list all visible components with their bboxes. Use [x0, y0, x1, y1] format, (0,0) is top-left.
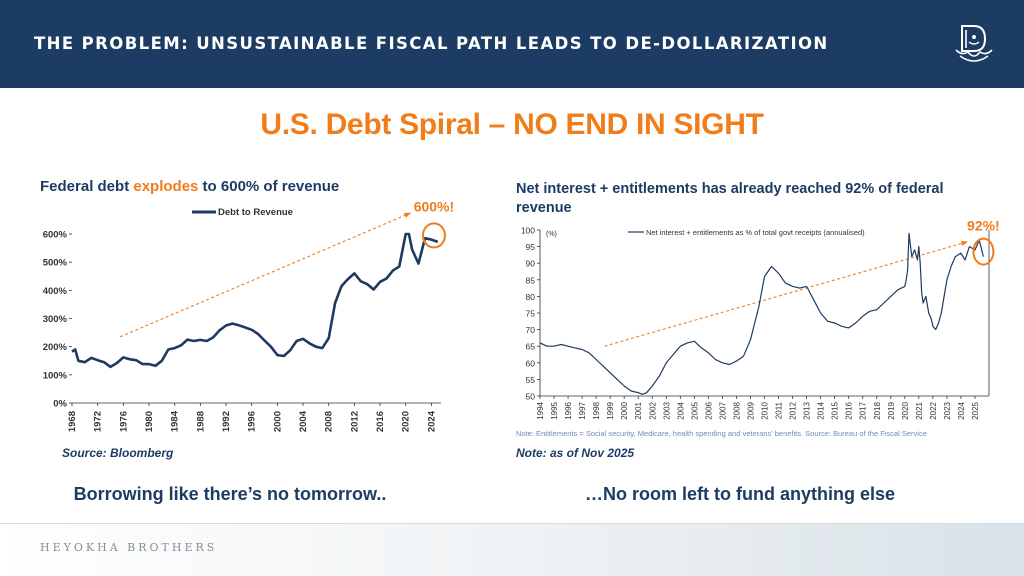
header-bar: THE PROBLEM: UNSUSTAINABLE FISCAL PATH L…: [0, 0, 1024, 88]
y-tick-label: 55: [526, 375, 536, 385]
left-chart-title: Federal debt explodes to 600% of revenue: [40, 178, 339, 195]
y-unit-label: (%): [546, 231, 557, 238]
x-tick-label: 2019: [887, 401, 896, 419]
x-tick-label: 2014: [817, 401, 826, 419]
x-tick-label: 2005: [690, 401, 699, 419]
x-tick-label: 2016: [845, 401, 854, 419]
peak-annotation: 600%!: [414, 198, 454, 214]
left-title-prefix: Federal debt: [40, 178, 134, 195]
x-tick-label: 2008: [324, 411, 335, 432]
x-tick-label: 2003: [662, 401, 671, 419]
interest-entitlements-chart: 50 55 60 65 70 75 80 85 90 95 100 1994 1995 1996 1997 1…: [521, 218, 1000, 420]
y-tick-label: 85: [526, 275, 536, 285]
x-tick-label: 2022: [929, 401, 938, 419]
x-tick-label: 2025: [971, 401, 980, 419]
x-tick-label: 1968: [67, 411, 78, 432]
legend-label: Net interest + entitlements as % of tota…: [646, 228, 865, 237]
y-tick-label: 0%: [53, 399, 67, 410]
y-tick-label: 500%: [43, 258, 68, 269]
x-tick-label: 2015: [831, 401, 840, 419]
x-tick-label: 2004: [676, 401, 685, 419]
y-tick-label: 200%: [43, 342, 68, 353]
x-tick-label: 1988: [195, 411, 206, 432]
right-chart-source: Note: as of Nov 2025: [516, 446, 635, 460]
trend-arrow-head: [403, 212, 411, 218]
x-tick-label: 2008: [732, 401, 741, 419]
x-tick-label: 1998: [592, 401, 601, 419]
x-tick-label: 1997: [578, 401, 587, 419]
x-tick-label: 2006: [704, 401, 713, 419]
series-line: [539, 232, 984, 395]
header-title: THE PROBLEM: UNSUSTAINABLE FISCAL PATH L…: [34, 34, 829, 53]
footer-brand: HEYOKHA BROTHERS: [40, 541, 218, 554]
y-tick-label: 80: [526, 292, 536, 302]
x-tick-label: 1976: [118, 411, 129, 432]
x-tick-label: 1994: [536, 401, 545, 419]
y-tick-label: 50: [526, 392, 536, 402]
series-line: [71, 232, 439, 369]
x-tick-label: 2000: [620, 401, 629, 419]
legend-label: Debt to Revenue: [218, 207, 293, 218]
left-caption: Borrowing like there’s no tomorrow..: [73, 484, 387, 504]
x-tick-label: 2012: [349, 411, 360, 432]
x-tick-label: 2020: [901, 401, 910, 419]
left-chart-source: Source: Bloomberg: [62, 446, 174, 460]
x-tick-label: 1984: [170, 410, 181, 432]
y-tick-label: 70: [526, 325, 536, 335]
y-tick-label: 60: [526, 358, 536, 368]
x-tick-label: 2010: [761, 401, 770, 419]
x-tick-label: 1972: [93, 411, 104, 432]
x-tick-label: 2017: [859, 401, 868, 419]
x-tick-label: 2020: [401, 411, 412, 432]
x-tick-label: 2011: [775, 401, 784, 419]
x-tick-label: 2002: [648, 401, 657, 419]
x-tick-label: 1980: [144, 411, 155, 432]
highlight-circle: [421, 222, 446, 249]
y-tick-label: 300%: [43, 314, 68, 325]
x-tick-label: 2009: [746, 401, 755, 419]
x-tick-label: 1995: [550, 401, 559, 419]
x-tick-label: 1999: [606, 401, 615, 419]
seal-logo-icon: [955, 25, 993, 62]
main-title: U.S. Debt Spiral – NO END IN SIGHT: [260, 108, 764, 141]
left-title-highlight: explodes: [133, 178, 199, 195]
x-tick-label: 2001: [634, 401, 643, 419]
y-tick-label: 100: [521, 226, 535, 236]
x-tick-label: 2013: [803, 401, 812, 419]
x-tick-label: 2000: [272, 411, 283, 432]
x-tick-label: 2024: [426, 410, 437, 432]
x-tick-label: 2018: [873, 401, 882, 419]
y-tick-label: 75: [526, 309, 536, 319]
x-tick-label: 2016: [375, 411, 386, 432]
y-tick-label: 100%: [43, 370, 68, 381]
trend-arrow-head: [961, 240, 968, 247]
right-chart-note: Note: Entitlements = Social security, Me…: [516, 429, 927, 438]
y-tick-label: 600%: [43, 230, 68, 241]
x-tick-label: 1992: [221, 411, 232, 432]
y-tick-label: 400%: [43, 286, 68, 297]
right-caption: …No room left to fund anything else: [585, 484, 895, 504]
x-tick-label: 2004: [298, 410, 309, 432]
highlight-circle: [972, 237, 995, 266]
peak-annotation: 92%!: [967, 218, 1000, 234]
x-tick-label: 2021: [915, 401, 924, 419]
x-tick-label: 2023: [943, 401, 952, 419]
x-tick-label: 2012: [789, 401, 798, 419]
x-tick-label: 2024: [957, 401, 966, 419]
trend-arrow-line: [604, 241, 969, 347]
debt-to-revenue-chart: 0% 100% 200% 300% 400% 500% 600% 1968 1972 1976 19…: [43, 198, 454, 432]
y-tick-label: 95: [526, 242, 536, 252]
x-tick-label: 1996: [564, 401, 573, 419]
right-chart-title: Net interest + entitlements has already …: [516, 181, 944, 216]
left-title-suffix: to 600% of revenue: [198, 178, 340, 195]
footer-bar: HEYOKHA BROTHERS: [0, 523, 1024, 576]
x-tick-label: 2007: [718, 401, 727, 419]
x-tick-label: 1996: [247, 411, 258, 432]
y-tick-label: 65: [526, 342, 536, 352]
y-tick-label: 90: [526, 259, 536, 269]
